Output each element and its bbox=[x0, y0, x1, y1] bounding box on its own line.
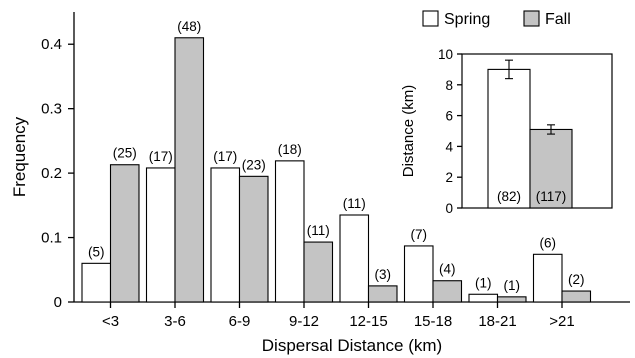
count-label-fall-1: (48) bbox=[177, 19, 201, 34]
bar-fall-0 bbox=[109, 164, 140, 303]
bar-spring-7 bbox=[532, 253, 563, 303]
count-label-spring-7: (6) bbox=[540, 235, 557, 250]
count-label-spring-0: (5) bbox=[88, 244, 105, 259]
count-label-fall-4: (3) bbox=[375, 267, 392, 282]
count-label-fall-2: (23) bbox=[242, 157, 266, 172]
bar-fall-2 bbox=[238, 175, 269, 303]
main-y-ticks: 0 0.1 0.2 0.3 0.4 bbox=[41, 36, 74, 311]
inset-y-tick-label: 6 bbox=[445, 109, 453, 124]
bar-spring-5 bbox=[403, 245, 434, 303]
legend-spring-swatch bbox=[422, 10, 439, 27]
main-x-ticks: <3 3-6 6-9 9-12 12-15 15-18 18-21 >21 bbox=[102, 302, 575, 330]
bar-fall-4 bbox=[367, 285, 398, 303]
count-label-fall-7: (2) bbox=[568, 272, 585, 287]
main-count-labels: (5) (25) (17) (48) (17) (23) (18) (11) (11) (3) (7… bbox=[88, 19, 585, 293]
count-label-fall-5: (4) bbox=[439, 262, 456, 277]
main-x-tick-label: 9-12 bbox=[289, 313, 319, 330]
main-y-tick-label: 0.1 bbox=[41, 230, 62, 247]
count-label-spring-6: (1) bbox=[475, 275, 492, 290]
main-x-tick-label: 15-18 bbox=[414, 313, 452, 330]
legend: Spring Fall bbox=[422, 10, 571, 28]
main-y-tick-label: 0.2 bbox=[41, 165, 62, 182]
bar-fall-1 bbox=[174, 37, 205, 303]
inset-y-tick-label: 8 bbox=[445, 78, 453, 93]
count-label-spring-2: (17) bbox=[213, 149, 237, 164]
inset-y-axis-title: Distance (km) bbox=[400, 85, 417, 178]
inset-count-label-fall: (117) bbox=[536, 189, 567, 204]
main-x-tick-label: 12-15 bbox=[349, 313, 387, 330]
inset-count-label-spring: (82) bbox=[497, 189, 521, 204]
bar-fall-3 bbox=[303, 241, 334, 303]
inset-bars: (82) (117) bbox=[487, 59, 573, 209]
main-x-tick-label: 18-21 bbox=[478, 313, 516, 330]
inset-y-tick-label: 0 bbox=[445, 201, 453, 216]
count-label-fall-3: (11) bbox=[307, 223, 330, 238]
legend-spring-label: Spring bbox=[444, 11, 490, 28]
count-label-spring-1: (17) bbox=[149, 149, 173, 164]
count-label-fall-6: (1) bbox=[504, 278, 521, 293]
bar-spring-6 bbox=[468, 293, 499, 303]
main-plot: 0 0.1 0.2 0.3 0.4 (5) (25) (17) (48) (17) (23) (18… bbox=[10, 12, 630, 355]
main-x-tick-label: 3-6 bbox=[164, 313, 186, 330]
legend-fall-swatch bbox=[523, 10, 540, 27]
bar-spring-1 bbox=[145, 167, 176, 303]
count-label-fall-0: (25) bbox=[113, 146, 137, 161]
bar-fall-6 bbox=[496, 296, 527, 303]
inset-bar-fall bbox=[529, 128, 573, 209]
bar-fall-5 bbox=[432, 280, 463, 303]
count-label-spring-4: (11) bbox=[343, 196, 366, 211]
main-x-axis-title: Dispersal Distance (km) bbox=[262, 336, 442, 355]
inset-bar-spring bbox=[487, 68, 531, 209]
bar-spring-4 bbox=[339, 214, 370, 303]
legend-fall-label: Fall bbox=[545, 11, 571, 28]
main-y-axis-title: Frequency bbox=[10, 116, 29, 197]
count-label-spring-5: (7) bbox=[411, 227, 428, 242]
main-bars bbox=[81, 37, 592, 303]
main-y-tick-label: 0.4 bbox=[41, 36, 62, 53]
bar-spring-3 bbox=[274, 160, 305, 303]
main-x-tick-label: 6-9 bbox=[229, 313, 251, 330]
inset-plot: 0 2 4 6 8 10 (82) (117) Distance (km) bbox=[400, 47, 613, 216]
main-x-tick-label: <3 bbox=[102, 313, 119, 330]
inset-y-tick-label: 10 bbox=[438, 47, 453, 62]
bar-fall-7 bbox=[561, 290, 592, 303]
main-y-tick-label: 0 bbox=[54, 294, 62, 311]
bar-spring-0 bbox=[81, 262, 112, 303]
inset-y-tick-label: 4 bbox=[445, 139, 453, 154]
inset-y-ticks: 0 2 4 6 8 10 bbox=[438, 47, 462, 216]
inset-y-tick-label: 2 bbox=[445, 170, 453, 185]
count-label-spring-3: (18) bbox=[278, 142, 302, 157]
main-y-tick-label: 0.3 bbox=[41, 101, 62, 118]
bar-spring-2 bbox=[210, 167, 241, 303]
main-x-tick-label: >21 bbox=[549, 313, 574, 330]
